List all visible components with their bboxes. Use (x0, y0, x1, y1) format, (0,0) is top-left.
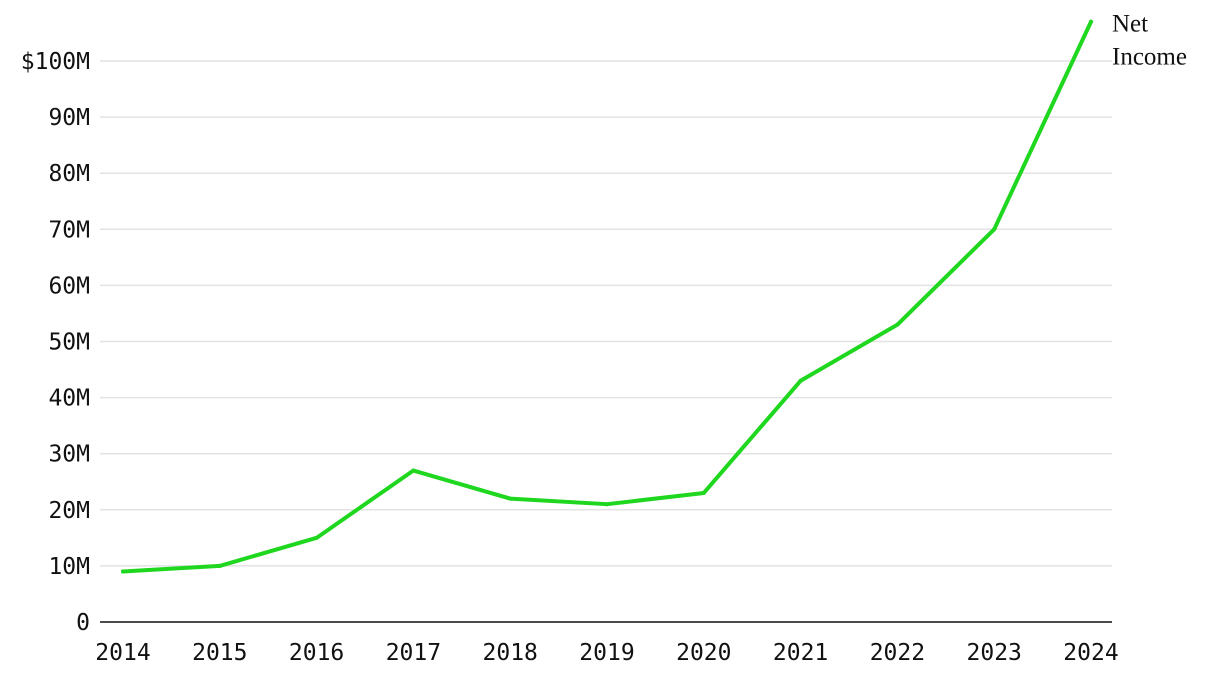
x-tick-label: 2017 (386, 640, 441, 666)
x-tick-label: 2018 (483, 640, 538, 666)
data-point (411, 468, 416, 473)
series-label-net-income: Net Income (1112, 11, 1187, 71)
data-point (314, 535, 319, 540)
x-tick-label: 2022 (870, 640, 925, 666)
series-label-line: Income (1112, 44, 1187, 71)
y-tick-label: 50M (48, 330, 90, 356)
gridlines (100, 60, 1112, 567)
data-point (1089, 19, 1093, 24)
data-point (701, 490, 706, 495)
data-point (992, 227, 997, 232)
x-tick-label: 2023 (967, 640, 1022, 666)
x-tick-label: 2024 (1063, 640, 1118, 666)
y-tick-label: 40M (48, 386, 90, 412)
x-tick-label: 2014 (95, 640, 150, 666)
y-tick-label: $100M (21, 49, 90, 75)
x-tick-label: 2020 (676, 640, 731, 666)
series-label-line: Net (1112, 11, 1148, 38)
y-tick-label: 10M (48, 554, 90, 580)
data-point (121, 569, 125, 574)
data-point (508, 496, 513, 501)
x-axis-ticks: 2014 2015 2016 2017 2018 2019 2020 2021 2022 2023… (95, 640, 1118, 666)
x-tick-label: 2015 (192, 640, 247, 666)
y-tick-label: 80M (48, 161, 90, 187)
y-tick-label: 0 (76, 610, 90, 636)
y-tick-label: 90M (48, 105, 90, 131)
series-group: Net Income (121, 11, 1187, 574)
y-tick-label: 70M (48, 217, 90, 243)
data-point (217, 563, 222, 568)
y-tick-label: 20M (48, 498, 90, 524)
series-line-net-income (121, 19, 1093, 574)
data-point (605, 502, 609, 507)
y-tick-label: 60M (48, 273, 90, 299)
x-tick-label: 2016 (289, 640, 344, 666)
data-point (798, 378, 803, 383)
y-axis-ticks: 0 10M 20M 30M 40M 50M 60M 70M 80M 90M $100M (21, 49, 90, 636)
y-tick-label: 30M (48, 442, 90, 468)
data-point (895, 322, 900, 327)
x-tick-label: 2019 (579, 640, 634, 666)
x-tick-label: 2021 (773, 640, 828, 666)
